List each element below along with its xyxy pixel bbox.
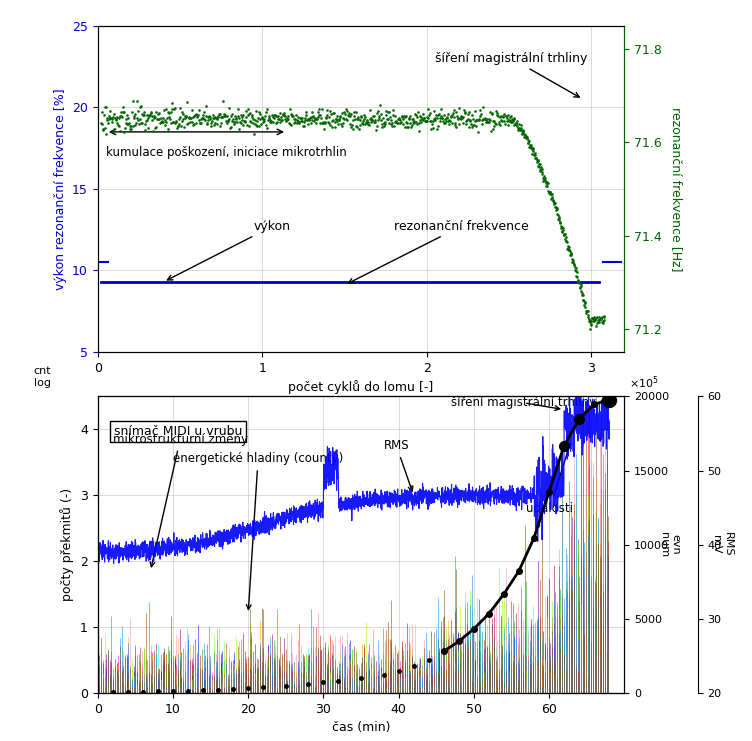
X-axis label: počet cyklů do lomu [-]: počet cyklů do lomu [-]	[288, 380, 434, 394]
Text: cnt
log: cnt log	[34, 366, 51, 388]
Text: šíření magistrální trhliny: šíření magistrální trhliny	[435, 52, 587, 97]
Y-axis label: evn
num: evn num	[659, 532, 680, 557]
Text: RMS: RMS	[384, 439, 413, 491]
Y-axis label: výkon rezonanční frekvence [%]: výkon rezonanční frekvence [%]	[53, 88, 67, 290]
Y-axis label: počty překmitů (-): počty překmitů (-)	[60, 488, 74, 601]
Text: snímač MIDI u vrubu: snímač MIDI u vrubu	[114, 425, 242, 438]
Text: rezonanční frekvence: rezonanční frekvence	[348, 220, 529, 283]
Y-axis label: rezonanční frekvence [Hz]: rezonanční frekvence [Hz]	[669, 107, 683, 271]
X-axis label: čas (min): čas (min)	[332, 721, 390, 734]
Text: šíření magistrální trhliny: šíření magistrální trhliny	[451, 396, 596, 411]
Y-axis label: RMS
mV: RMS mV	[711, 532, 732, 557]
Text: kumulace poškození, iniciace mikrotrhlin: kumulace poškození, iniciace mikrotrhlin	[106, 147, 347, 159]
Text: události: události	[526, 443, 573, 515]
Text: mikrostrukturní změny: mikrostrukturní změny	[113, 433, 248, 567]
Text: $\times 10^5$: $\times 10^5$	[629, 375, 660, 391]
Text: energetické hladiny (county): energetické hladiny (county)	[173, 452, 343, 610]
Text: výkon: výkon	[168, 220, 291, 280]
